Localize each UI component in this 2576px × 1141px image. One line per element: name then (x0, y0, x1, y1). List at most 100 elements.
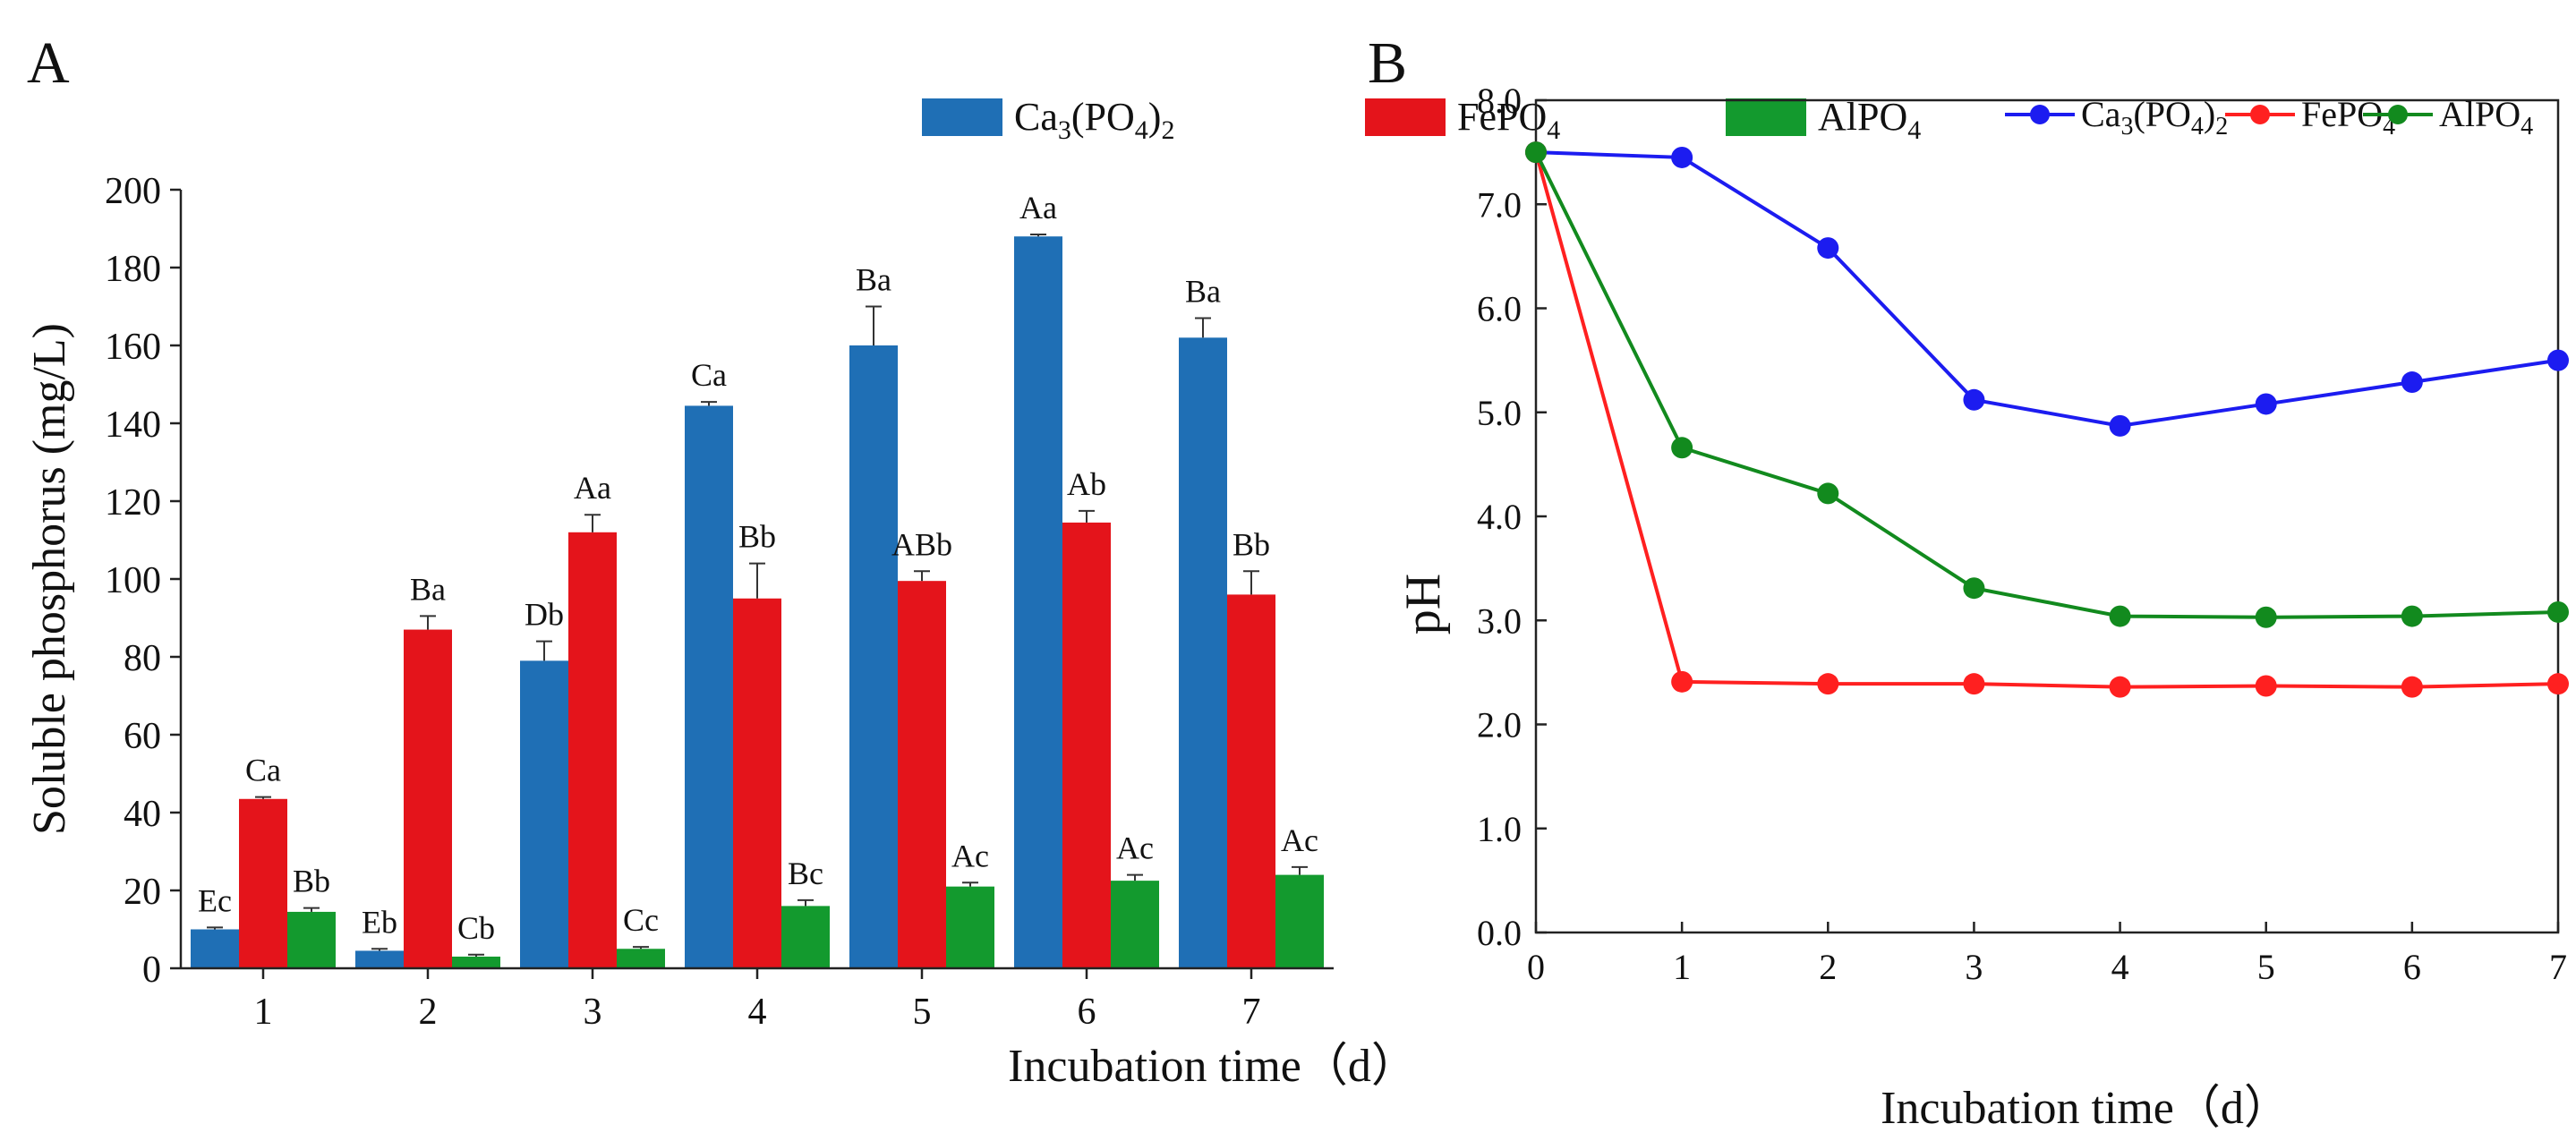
bar-ca3po42-day-6 (1014, 236, 1062, 968)
y-tick-label: 4.0 (1477, 497, 1522, 537)
bar-fepo4-day-5 (898, 581, 946, 968)
significance-label-fepo4-day-5: ABb (891, 526, 952, 562)
point-ca3po42-day-5 (2255, 393, 2277, 415)
panel-b-line-chart: B pH Incubation time（d） 0.0 1.0 2.0 3.0 4.0 5… (1368, 30, 2569, 1134)
panel-a-error-bars (207, 234, 1308, 957)
bar-alpo4-day-3 (617, 949, 665, 968)
point-alpo4-day-5 (2255, 606, 2277, 628)
panel-b-y-ticks: 0.0 1.0 2.0 3.0 4.0 5.0 6.0 7.0 8.0 (1477, 81, 1547, 953)
bar-fepo4-day-4 (733, 598, 781, 968)
x-tick-label: 4 (2111, 947, 2129, 987)
x-tick-label: 6 (2403, 947, 2421, 987)
series-line-fepo4 (1534, 151, 2559, 689)
legend-swatch-alpo4 (1726, 98, 1806, 136)
x-tick-label: 3 (584, 992, 602, 1033)
bar-fepo4-day-3 (568, 532, 617, 968)
panel-b-legend: Ca3(PO4)2 FePO4 AlPO4 (2005, 94, 2533, 140)
point-alpo4-day-3 (1963, 577, 1985, 600)
series-line-ca3po42 (1535, 150, 2559, 428)
point-ca3po42-day-2 (1817, 237, 1839, 260)
x-tick-label: 7 (1242, 992, 1261, 1033)
significance-label-ca3po42-day-7: Ba (1185, 274, 1221, 310)
significance-label-fepo4-day-2: Ba (410, 571, 446, 607)
y-tick-label: 0 (142, 949, 161, 991)
series-line-alpo4 (1534, 151, 2559, 619)
legend-swatch-fepo4 (1365, 98, 1446, 136)
x-tick-label: 5 (2257, 947, 2275, 987)
y-tick-label: 1.0 (1477, 809, 1522, 849)
significance-label-alpo4-day-5: Ac (951, 838, 989, 873)
significance-label-ca3po42-day-4: Ca (691, 357, 727, 393)
point-fepo4-day-7 (2547, 673, 2569, 695)
bar-alpo4-day-2 (452, 956, 500, 968)
point-alpo4-day-2 (1817, 482, 1839, 505)
bar-ca3po42-day-1 (191, 929, 239, 968)
bar-alpo4-day-4 (781, 906, 830, 968)
bar-fepo4-day-2 (404, 629, 452, 968)
point-alpo4-day-1 (1671, 437, 1693, 459)
significance-label-ca3po42-day-3: Db (525, 597, 564, 633)
bar-ca3po42-day-3 (520, 660, 568, 968)
legend-marker-ca3po42 (2030, 105, 2050, 124)
x-tick-label: 0 (1527, 947, 1545, 987)
panel-a-y-ticks: 0 20 40 60 80 100 120 140 160 180 200 (105, 171, 181, 991)
panel-a-legend: Ca3(PO4)2 FePO4 AlPO4 (922, 95, 1921, 145)
y-tick-label: 3.0 (1477, 600, 1522, 641)
bar-fepo4-day-6 (1062, 522, 1111, 968)
bar-ca3po42-day-4 (685, 405, 733, 968)
point-ca3po42-day-4 (2109, 414, 2131, 437)
legend-label-ca3po42: Ca3(PO4)2 (2081, 94, 2228, 140)
y-tick-label: 120 (105, 482, 161, 524)
significance-label-alpo4-day-1: Bb (293, 864, 330, 899)
y-tick-label: 160 (105, 327, 161, 368)
point-fepo4-day-3 (1963, 673, 1985, 695)
y-tick-label: 6.0 (1477, 289, 1522, 329)
panel-a-x-axis-title: Incubation time（d） (1008, 1041, 1418, 1092)
panel-b-x-axis-title: Incubation time（d） (1881, 1083, 2290, 1134)
x-tick-label: 2 (419, 992, 438, 1033)
y-tick-label: 80 (124, 638, 161, 679)
point-ca3po42-day-7 (2547, 349, 2569, 371)
bar-alpo4-day-7 (1275, 874, 1324, 968)
x-tick-label: 6 (1078, 992, 1096, 1033)
bar-alpo4-day-1 (287, 911, 336, 968)
bar-ca3po42-day-7 (1179, 337, 1227, 968)
panel-a-bar-chart: A Ca3(PO4)2 FePO4 AlPO4 Soluble phosphor… (24, 30, 1921, 1092)
y-tick-label: 5.0 (1477, 393, 1522, 433)
y-tick-label: 200 (105, 171, 161, 212)
panel-a-x-ticks: 1 2 3 4 5 6 7 (254, 968, 1261, 1033)
y-tick-label: 20 (124, 872, 161, 913)
point-alpo4-day-4 (2109, 605, 2131, 627)
y-tick-label: 0.0 (1477, 913, 1522, 953)
bar-alpo4-day-5 (946, 886, 994, 968)
panel-b-x-ticks: 0 1 2 3 4 5 6 7 (1527, 922, 2567, 987)
panel-a-bars (191, 236, 1324, 968)
panel-b-series-lines (1534, 150, 2559, 689)
y-tick-label: 7.0 (1477, 184, 1522, 225)
y-tick-label: 40 (124, 794, 161, 835)
y-tick-label: 140 (105, 404, 161, 446)
panel-b-series-points (1525, 141, 2569, 698)
legend-label-alpo4: AlPO4 (1818, 95, 1921, 145)
y-tick-label: 100 (105, 560, 161, 601)
point-fepo4-day-5 (2255, 675, 2277, 697)
legend-swatch-ca3po42 (922, 98, 1002, 136)
x-tick-label: 3 (1965, 947, 1983, 987)
y-tick-label: 8.0 (1477, 81, 1522, 121)
significance-label-fepo4-day-1: Ca (245, 753, 281, 788)
x-tick-label: 1 (1673, 947, 1691, 987)
point-alpo4-day-0 (1525, 141, 1547, 164)
significance-label-alpo4-day-6: Ac (1116, 830, 1154, 866)
point-alpo4-day-6 (2401, 605, 2423, 627)
x-tick-label: 7 (2549, 947, 2567, 987)
bar-fepo4-day-7 (1227, 594, 1275, 968)
significance-label-ca3po42-day-2: Eb (362, 904, 397, 940)
panel-a-letter: A (27, 30, 70, 96)
point-fepo4-day-6 (2401, 676, 2423, 698)
point-ca3po42-day-6 (2401, 371, 2423, 394)
legend-label-fepo4: FePO4 (1457, 95, 1560, 145)
bar-fepo4-day-1 (239, 798, 287, 968)
y-tick-label: 2.0 (1477, 705, 1522, 745)
legend-marker-fepo4 (2250, 105, 2270, 124)
